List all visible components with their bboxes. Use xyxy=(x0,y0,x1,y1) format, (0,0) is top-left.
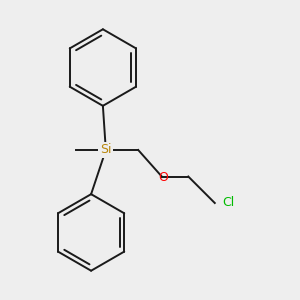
Text: O: O xyxy=(158,172,168,184)
Text: Cl: Cl xyxy=(222,196,234,209)
Text: Si: Si xyxy=(100,143,112,157)
